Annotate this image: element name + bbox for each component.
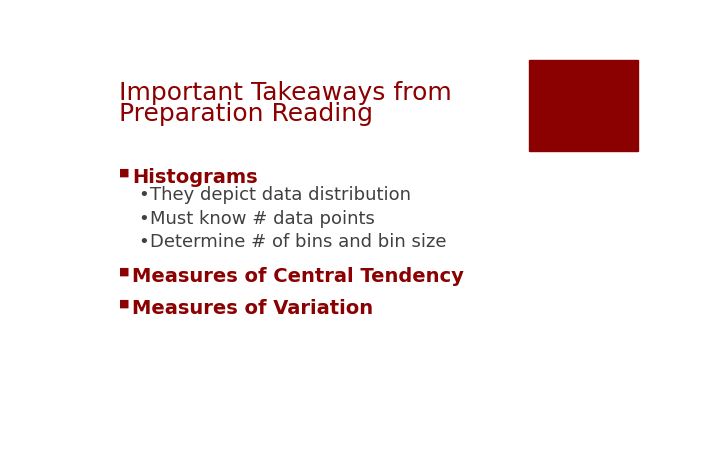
Text: •: • — [138, 186, 149, 204]
Text: Measures of Variation: Measures of Variation — [132, 299, 373, 318]
Text: Important Takeaways from: Important Takeaways from — [120, 81, 452, 105]
Text: Must know # data points: Must know # data points — [150, 210, 375, 228]
Text: Preparation Reading: Preparation Reading — [120, 102, 374, 126]
Text: They depict data distribution: They depict data distribution — [150, 186, 411, 204]
Text: ■: ■ — [120, 299, 130, 309]
Text: ■: ■ — [120, 168, 130, 178]
Text: Histograms: Histograms — [132, 168, 258, 187]
Text: Measures of Central Tendency: Measures of Central Tendency — [132, 266, 464, 285]
Bar — [529, 60, 638, 151]
Text: •: • — [138, 233, 149, 251]
Text: ■: ■ — [120, 266, 130, 276]
Text: •: • — [138, 210, 149, 228]
Text: Determine # of bins and bin size: Determine # of bins and bin size — [150, 233, 447, 251]
